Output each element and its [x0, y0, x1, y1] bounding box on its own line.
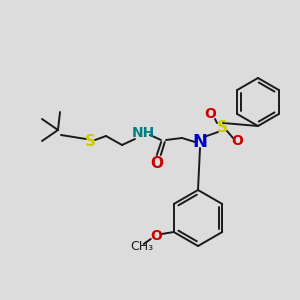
Text: O: O: [231, 134, 243, 148]
Text: CH₃: CH₃: [130, 239, 153, 253]
Text: S: S: [85, 134, 95, 149]
Text: N: N: [193, 133, 208, 151]
Text: O: O: [150, 229, 162, 243]
Text: O: O: [204, 107, 216, 121]
Text: S: S: [217, 121, 227, 136]
Text: O: O: [151, 157, 164, 172]
Text: NH: NH: [131, 126, 154, 140]
